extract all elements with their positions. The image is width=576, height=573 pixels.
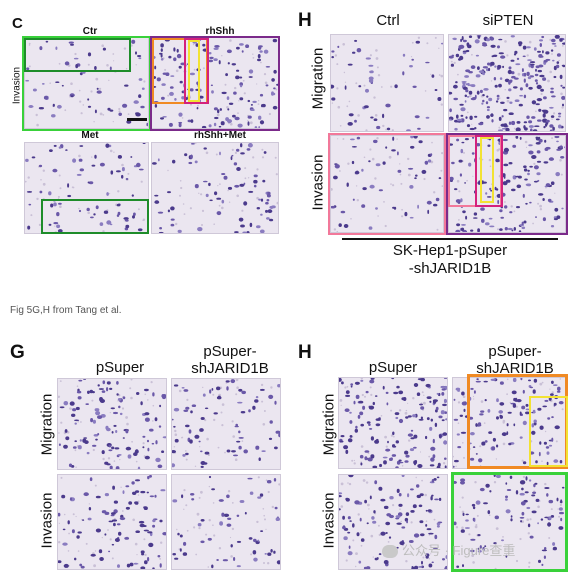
micrograph-h-top-sipten-migration: [448, 34, 566, 132]
micrograph-c-ctr: [24, 37, 149, 129]
panel-h-top-row-invasion: Invasion: [309, 154, 327, 211]
panel-h-bottom-row-migration: Migration: [320, 393, 338, 456]
panel-h-top-row-migration: Migration: [309, 47, 327, 110]
micrograph-c-rhshh: [151, 37, 279, 129]
panel-h-top-bottom-label-2: -shJARID1B: [408, 260, 492, 277]
micrograph-g-shjarid1b-migration: [171, 378, 281, 470]
micrograph-g-psuper-migration: [57, 378, 167, 470]
panel-letter-h-bottom: H: [298, 342, 312, 363]
panel-c-title-ctr: Ctr: [82, 26, 98, 37]
micrograph-c-rhshh-met: [151, 142, 279, 234]
panel-letter-h-top: H: [298, 10, 312, 31]
micrograph-h-bottom-shjarid1b-migration: [452, 377, 566, 469]
panel-h-top-col-sipten: siPTEN: [482, 12, 534, 29]
watermark-text: 公众号 · Figure查重: [402, 543, 516, 558]
panel-h-bottom-col-psuper: pSuper: [368, 359, 418, 376]
panel-h-bottom-col-shjarid1b-line1: pSuper-: [488, 343, 542, 360]
panel-h-top-col-ctrl: Ctrl: [376, 12, 400, 29]
panel-c-title-met: Met: [81, 130, 99, 141]
figure-caption: Fig 5G,H from Tang et al.: [10, 305, 122, 316]
panel-c-title-rhshh: rhShh: [205, 26, 235, 37]
micrograph-g-psuper-invasion: [57, 474, 167, 570]
panel-letter-g: G: [10, 342, 25, 363]
panel-g-col-shjarid1b-line1: pSuper-: [203, 343, 257, 360]
panel-g-row-migration: Migration: [38, 393, 56, 456]
micrograph-g-shjarid1b-invasion: [171, 474, 281, 570]
panel-h-bottom-col-shjarid1b-line2: shJARID1B: [476, 360, 554, 377]
watermark: 公众号 · Figure查重: [382, 540, 515, 559]
panel-letter-c: C: [12, 15, 23, 32]
micrograph-h-top-sipten-invasion: [448, 135, 566, 233]
micrograph-h-top-ctrl-invasion: [330, 135, 444, 233]
panel-g-col-psuper: pSuper: [95, 359, 145, 376]
panel-c-row-label-invasion: Invasion: [11, 66, 23, 105]
panel-g-col-shjarid1b-line2: shJARID1B: [191, 360, 269, 377]
panel-c-title-rhshh-met: rhShh+Met: [194, 130, 246, 141]
wechat-icon: [382, 545, 398, 559]
panel-h-bottom-row-invasion: Invasion: [320, 492, 338, 549]
bracket-line: [342, 238, 558, 240]
micrograph-h-top-ctrl-migration: [330, 34, 444, 132]
panel-h-top-bottom-label-1: SK-Hep1-pSuper: [392, 242, 508, 259]
micrograph-c-met: [24, 142, 149, 234]
panel-g-row-invasion: Invasion: [38, 492, 56, 549]
micrograph-h-bottom-psuper-migration: [338, 377, 448, 469]
